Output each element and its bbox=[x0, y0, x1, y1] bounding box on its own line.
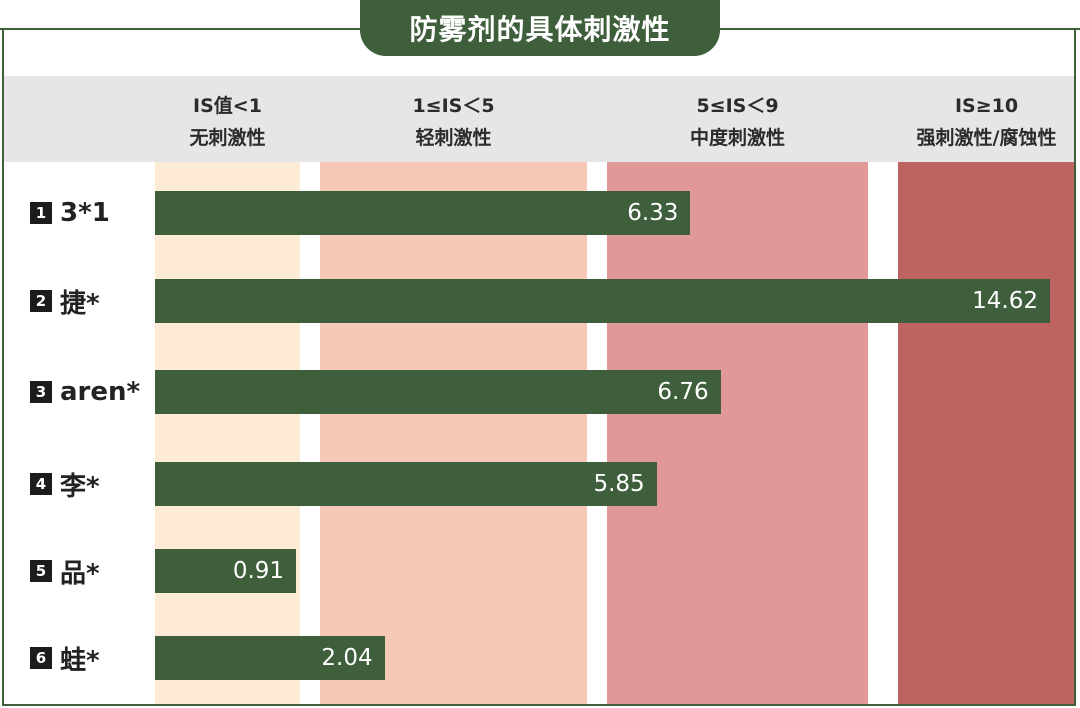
zone-range-text: 5≤IS＜9 bbox=[696, 95, 779, 117]
row-label: 5 品* bbox=[30, 549, 100, 593]
bar-value-label: 0.91 bbox=[232, 558, 285, 584]
row-name: 品* bbox=[60, 558, 100, 589]
zone-band-4 bbox=[898, 162, 1075, 704]
bar-value-label: 5.85 bbox=[593, 471, 645, 497]
row-name: aren* bbox=[60, 377, 141, 407]
row-name: 捷* bbox=[60, 288, 100, 319]
bar bbox=[155, 462, 657, 506]
row-name: 李* bbox=[60, 471, 100, 502]
row-number-badge: 2 bbox=[30, 290, 52, 312]
zone-band-2 bbox=[320, 162, 587, 704]
bar bbox=[155, 279, 1050, 323]
bar-value-label: 14.62 bbox=[972, 288, 1038, 314]
bar bbox=[155, 191, 691, 235]
row-label: 4 李* bbox=[30, 462, 100, 506]
zone-label-4: IS≥10 强刺激性/腐蚀性 bbox=[887, 90, 1080, 154]
row-label: 6 蛙* bbox=[30, 636, 100, 680]
row-number-badge: 3 bbox=[30, 381, 52, 403]
row-name: 蛙* bbox=[60, 645, 100, 676]
zone-label-3: 5≤IS＜9 中度刺激性 bbox=[638, 90, 838, 154]
zone-range-text: IS≥10 bbox=[954, 95, 1019, 117]
row-number-badge: 4 bbox=[30, 473, 52, 495]
bar-value-label: 2.04 bbox=[321, 645, 373, 671]
zone-band-3 bbox=[607, 162, 868, 704]
zone-level-text: 无刺激性 bbox=[189, 127, 266, 149]
chart-title: 防雾剂的具体刺激性 bbox=[360, 0, 720, 56]
bar-value-label: 6.33 bbox=[627, 200, 679, 226]
zone-band-1 bbox=[155, 162, 300, 704]
bar-value-label: 6.76 bbox=[657, 379, 709, 405]
row-label: 3 aren* bbox=[30, 370, 140, 414]
zone-range-text: 1≤IS＜5 bbox=[412, 95, 495, 117]
row-number-badge: 5 bbox=[30, 560, 52, 582]
bar bbox=[155, 549, 297, 593]
zone-label-2: 1≤IS＜5 轻刺激性 bbox=[354, 90, 554, 154]
bar bbox=[155, 636, 385, 680]
zone-level-text: 轻刺激性 bbox=[415, 127, 492, 149]
row-name: 3*1 bbox=[60, 198, 110, 228]
zone-level-text: 中度刺激性 bbox=[689, 127, 785, 149]
row-number-badge: 1 bbox=[30, 202, 52, 224]
row-label: 2 捷* bbox=[30, 279, 100, 323]
bar bbox=[155, 370, 721, 414]
zone-label-1: IS值<1 无刺激性 bbox=[128, 90, 328, 154]
zone-header-band bbox=[4, 76, 1076, 162]
row-label: 1 3*1 bbox=[30, 191, 110, 235]
row-number-badge: 6 bbox=[30, 647, 52, 669]
zone-level-text: 强刺激性/腐蚀性 bbox=[916, 127, 1057, 149]
zone-range-text: IS值<1 bbox=[193, 95, 262, 117]
